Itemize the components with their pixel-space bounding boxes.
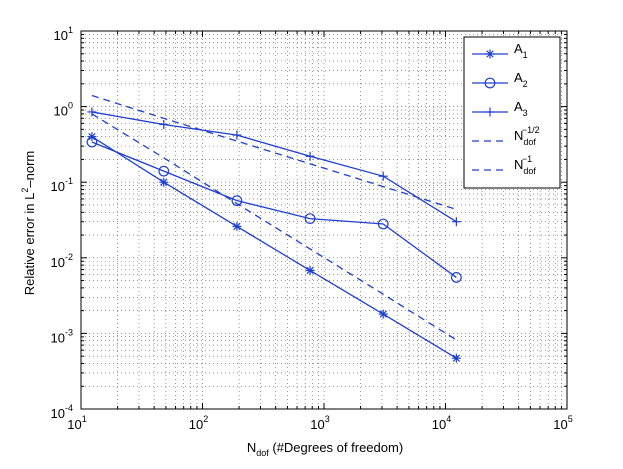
legend-entry: A3 [472, 99, 528, 118]
legend-entry: Ndof−1 [472, 154, 536, 176]
x-tick-label: 103 [310, 414, 329, 432]
x-tick-labels: 101 102 103 104 105 [67, 414, 572, 432]
x-axis-label: Ndof (#Degrees of freedom) [247, 440, 403, 458]
legend-entry: A2 [472, 70, 528, 89]
series-a-2 [86, 136, 462, 283]
y-tick-labels: 10-4 10-3 10-2 10-1 100 101 [51, 25, 73, 421]
y-tick-label: 10-1 [51, 176, 73, 194]
data-point [158, 165, 170, 177]
data-point [377, 218, 389, 230]
series-line [91, 94, 457, 211]
legend-label: A3 [514, 99, 528, 118]
x-tick-label: 101 [67, 414, 86, 432]
data-point [159, 177, 169, 187]
legend-marker [484, 77, 496, 89]
data-point [304, 213, 316, 225]
data-point [231, 195, 243, 207]
data-point [378, 309, 388, 319]
series-a-3 [87, 107, 461, 227]
legend-entry: Ndof−1/2 [472, 125, 540, 147]
data-point [232, 221, 242, 231]
y-axis-label: Relative error in L2–norm [20, 151, 37, 295]
legend-marker [485, 49, 495, 59]
data-point [378, 171, 388, 181]
y-tick-label: 10-2 [51, 252, 73, 270]
y-tick-label: 101 [54, 25, 73, 43]
tick-marks [80, 30, 568, 410]
series-layer [86, 94, 462, 363]
data-point [159, 119, 169, 129]
x-tick-label: 102 [189, 414, 208, 432]
legend-marker [485, 107, 495, 117]
data-point [305, 151, 315, 161]
data-point [87, 107, 97, 117]
series-line [91, 111, 457, 223]
data-point [451, 217, 461, 227]
data-point [86, 136, 98, 148]
x-tick-label: 104 [432, 414, 451, 432]
legend-label: Ndof−1 [514, 154, 536, 176]
series-line [91, 141, 457, 278]
data-point [305, 265, 315, 275]
data-point [232, 130, 242, 140]
series-line [91, 136, 457, 359]
x-tick-label: 105 [553, 414, 572, 432]
legend-label: A2 [514, 70, 528, 89]
y-tick-label: 10-4 [51, 403, 73, 421]
data-point [451, 353, 461, 363]
legend-entry: A1 [472, 41, 528, 60]
legend-label: Ndof−1/2 [514, 125, 540, 147]
legend-label: A1 [514, 41, 528, 60]
y-tick-label: 10-3 [51, 327, 73, 345]
data-point [450, 272, 462, 283]
series-n-dof-1-2 [91, 94, 457, 211]
legend: A1 A2 A3 Ndof−1/2 Ndof−1 [463, 36, 561, 189]
y-tick-label: 100 [54, 101, 73, 119]
